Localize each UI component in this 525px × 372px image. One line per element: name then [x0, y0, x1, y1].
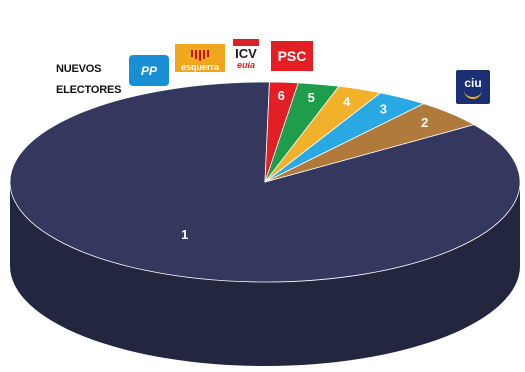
- slice-label-5: 5: [308, 90, 315, 105]
- pp-logo-text: PP: [140, 63, 157, 78]
- ciu-smile-icon: [464, 90, 482, 99]
- nuevos-electores-label: NUEVOS ELECTORES: [56, 63, 121, 97]
- pp-logo: PP: [129, 55, 169, 86]
- esquerra-logo-text: esquerra: [180, 62, 220, 72]
- slice-label-3: 3: [380, 102, 387, 117]
- psc-logo-text: PSC: [277, 48, 307, 64]
- slice-label-2: 2: [421, 115, 428, 130]
- icv-red-bar: [233, 38, 259, 46]
- slice-label-6: 6: [278, 88, 285, 103]
- pie-slice-6: [264, 81, 299, 183]
- esquerra-stripes: [191, 50, 209, 61]
- icv-logo-top: ICV: [235, 45, 257, 61]
- icv-euia-logo: ICV euia: [231, 36, 261, 72]
- psc-logo: PSC: [271, 41, 313, 71]
- nuevos-electores-line1: NUEVOS: [56, 63, 102, 75]
- esquerra-logo: esquerra: [175, 44, 225, 72]
- ciu-logo: ciu: [456, 70, 490, 104]
- pie-labels: 1 2 3 4 5 6: [181, 88, 428, 242]
- pie-sides: [10, 182, 520, 366]
- pie-side-1: [10, 182, 520, 366]
- slice-label-1: 1: [181, 227, 188, 242]
- ciu-logo-text: ciu: [464, 76, 482, 90]
- pie-tops: [9, 81, 521, 283]
- nuevos-electores-line2: ELECTORES: [56, 84, 122, 96]
- icv-logo-bottom: euia: [236, 59, 255, 70]
- slice-label-4: 4: [343, 94, 351, 109]
